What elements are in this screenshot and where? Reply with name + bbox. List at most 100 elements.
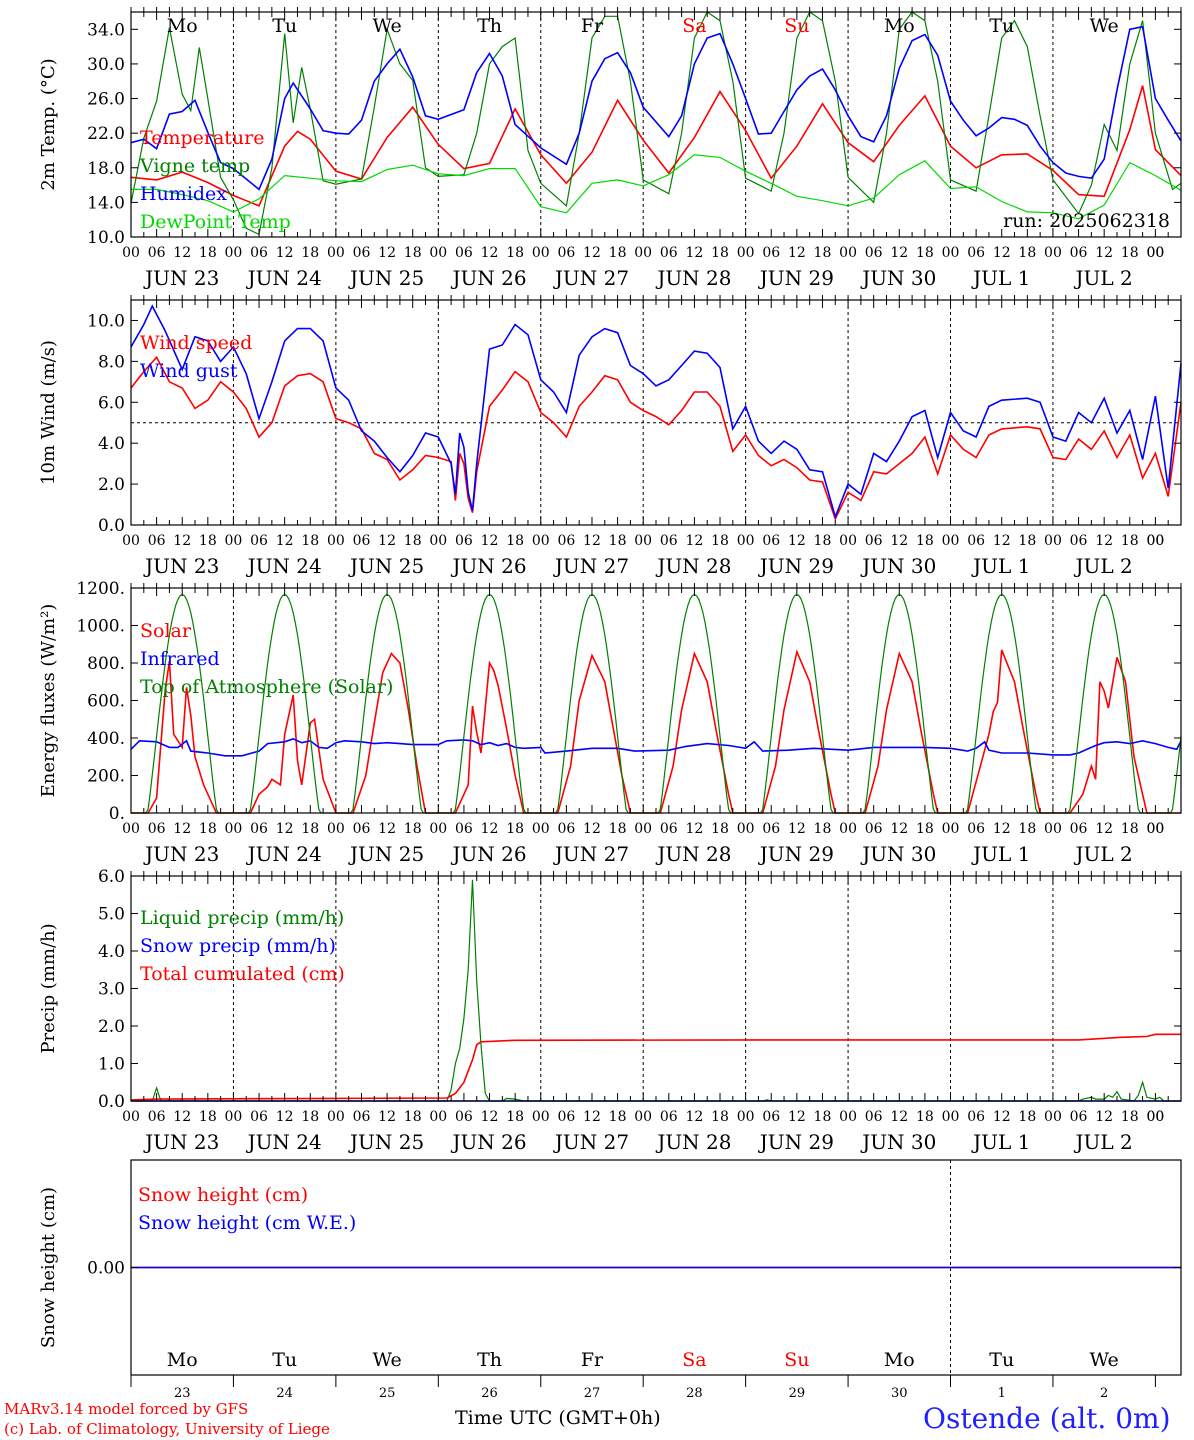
hour-label: 00 <box>122 1109 140 1125</box>
weekday-label: Tu <box>989 1349 1014 1371</box>
y-tick-label: 4.0 <box>98 434 125 454</box>
hour-label: 06 <box>455 533 473 549</box>
y-tick-label: 30.0 <box>87 55 125 75</box>
hour-label: 18 <box>506 1109 524 1125</box>
date-label: JUN 28 <box>655 554 731 578</box>
hour-label: 00 <box>737 1109 755 1125</box>
y-tick-label: 0.0 <box>98 1092 125 1112</box>
hour-label: 12 <box>686 821 704 837</box>
date-label: JUL 2 <box>1074 266 1133 290</box>
hour-label: 18 <box>814 245 832 261</box>
y-tick-label: 4.0 <box>98 942 125 962</box>
date-label: JUL 1 <box>971 266 1030 290</box>
y-tick-label: 0.0 <box>98 516 125 536</box>
date-label: JUN 23 <box>143 1130 219 1154</box>
run-label: run: 2025062318 <box>1003 210 1170 232</box>
hour-label: 00 <box>1146 821 1164 837</box>
hour-label: 18 <box>609 821 627 837</box>
hour-label: 06 <box>250 245 268 261</box>
hour-label: 06 <box>1070 533 1088 549</box>
hour-label: 12 <box>686 245 704 261</box>
legend-entry: Vigne temp <box>139 155 250 177</box>
hour-label: 18 <box>609 245 627 261</box>
series-wind-speed <box>130 355 1182 521</box>
panel-2 <box>130 295 1182 526</box>
hour-label: 06 <box>557 245 575 261</box>
hour-label: 18 <box>404 1109 422 1125</box>
day-number-label: 24 <box>276 1386 293 1400</box>
hour-label: 18 <box>916 245 934 261</box>
date-label: JUN 27 <box>553 842 629 866</box>
hour-label: 00 <box>122 821 140 837</box>
weekday-label: Mo <box>884 15 915 37</box>
date-label: JUL 2 <box>1074 842 1133 866</box>
hour-label: 00 <box>942 245 960 261</box>
legend-entry: Solar <box>140 620 192 642</box>
y-tick-label: 14.0 <box>87 193 125 213</box>
y-tick-label: 5.0 <box>98 905 125 925</box>
y-tick-label: 6.0 <box>98 393 125 413</box>
hour-label: 12 <box>276 1109 294 1125</box>
date-label: JUN 25 <box>348 554 424 578</box>
y-tick-label: 400. <box>87 729 125 749</box>
hour-label: 18 <box>711 1109 729 1125</box>
hour-label: 00 <box>839 533 857 549</box>
day-number-label: 26 <box>481 1386 498 1400</box>
hour-label: 18 <box>916 821 934 837</box>
hour-label: 18 <box>404 533 422 549</box>
hour-label: 06 <box>865 1109 883 1125</box>
hour-label: 12 <box>1095 1109 1113 1125</box>
hour-label: 06 <box>148 821 166 837</box>
y-tick-label: 6.0 <box>98 867 125 887</box>
hour-label: 18 <box>1121 245 1139 261</box>
hour-label: 00 <box>225 821 243 837</box>
hour-label: 00 <box>429 821 447 837</box>
hour-label: 18 <box>1018 245 1036 261</box>
date-label: JUL 1 <box>971 842 1030 866</box>
panel-4 <box>130 871 1182 1102</box>
y-tick-label: 1200. <box>76 579 125 599</box>
legend-entry: Total cumulated (cm) <box>140 963 345 985</box>
hour-label: 12 <box>788 1109 806 1125</box>
date-label: JUN 29 <box>758 842 834 866</box>
series-vigne-temp <box>130 11 1182 236</box>
hour-label: 00 <box>1146 533 1164 549</box>
hour-label: 12 <box>890 821 908 837</box>
weekday-label: We <box>372 1349 401 1371</box>
hour-label: 00 <box>429 533 447 549</box>
hour-label: 12 <box>890 533 908 549</box>
panel-5 <box>130 1159 1182 1387</box>
day-number-label: 29 <box>789 1386 806 1400</box>
y-axis-label: Precip (mm/h) <box>38 923 59 1053</box>
hour-label: 06 <box>967 821 985 837</box>
day-number-label: 25 <box>379 1386 396 1400</box>
legend-entry: Snow precip (mm/h) <box>140 935 336 957</box>
hour-label: 18 <box>1121 821 1139 837</box>
hour-label: 00 <box>1044 1109 1062 1125</box>
day-number-label: 1 <box>998 1386 1006 1400</box>
hour-label: 12 <box>378 245 396 261</box>
hour-label: 00 <box>225 1109 243 1125</box>
y-tick-label: 10.0 <box>87 228 125 248</box>
legend-entry: Top of Atmosphere (Solar) <box>140 676 393 698</box>
legend-entry: Humidex <box>140 183 227 205</box>
weekday-label: We <box>1090 1349 1119 1371</box>
hour-label: 18 <box>916 533 934 549</box>
hour-label: 06 <box>250 821 268 837</box>
model-credit: MARv3.14 model forced by GFS <box>4 1400 249 1418</box>
day-number-label: 2 <box>1100 1386 1108 1400</box>
hour-label: 06 <box>660 533 678 549</box>
date-label: JUN 30 <box>860 842 936 866</box>
hour-label: 06 <box>660 1109 678 1125</box>
hour-label: 06 <box>762 245 780 261</box>
legend-entry: DewPoint Temp <box>140 211 291 233</box>
hour-label: 06 <box>865 533 883 549</box>
hour-label: 00 <box>839 1109 857 1125</box>
hour-label: 12 <box>686 1109 704 1125</box>
hour-label: 18 <box>814 821 832 837</box>
date-label: JUN 24 <box>246 554 322 578</box>
hour-label: 00 <box>225 245 243 261</box>
hour-label: 18 <box>711 533 729 549</box>
hour-label: 12 <box>173 245 191 261</box>
hour-label: 12 <box>788 533 806 549</box>
